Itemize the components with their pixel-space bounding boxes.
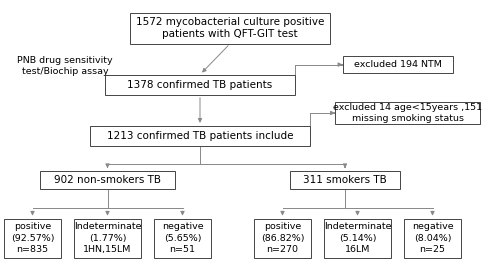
FancyBboxPatch shape: [404, 218, 461, 258]
FancyBboxPatch shape: [154, 218, 211, 258]
FancyBboxPatch shape: [130, 13, 330, 44]
Text: 1213 confirmed TB patients include: 1213 confirmed TB patients include: [107, 131, 293, 141]
Text: 902 non-smokers TB: 902 non-smokers TB: [54, 175, 161, 185]
Text: positive
(92.57%)
n=835: positive (92.57%) n=835: [11, 222, 54, 254]
Text: negative
(8.04%)
n=25: negative (8.04%) n=25: [412, 222, 454, 254]
Text: 1572 mycobacterial culture positive
patients with QFT-GIT test: 1572 mycobacterial culture positive pati…: [136, 17, 324, 40]
FancyBboxPatch shape: [342, 56, 452, 73]
Text: negative
(5.65%)
n=51: negative (5.65%) n=51: [162, 222, 203, 254]
Text: Indeterminate
(1.77%)
1HN,15LM: Indeterminate (1.77%) 1HN,15LM: [74, 222, 142, 254]
FancyBboxPatch shape: [324, 218, 391, 258]
FancyBboxPatch shape: [335, 102, 480, 124]
FancyBboxPatch shape: [105, 75, 295, 95]
Text: excluded 14 age<15years ,151
missing smoking status: excluded 14 age<15years ,151 missing smo…: [333, 103, 482, 123]
Text: positive
(86.82%)
n=270: positive (86.82%) n=270: [261, 222, 304, 254]
Text: excluded 194 NTM: excluded 194 NTM: [354, 60, 442, 69]
FancyBboxPatch shape: [90, 126, 310, 146]
FancyBboxPatch shape: [254, 218, 311, 258]
FancyBboxPatch shape: [40, 171, 175, 189]
Text: Indeterminate
(5.14%)
16LM: Indeterminate (5.14%) 16LM: [324, 222, 391, 254]
Text: 311 smokers TB: 311 smokers TB: [303, 175, 387, 185]
FancyBboxPatch shape: [290, 171, 400, 189]
FancyBboxPatch shape: [74, 218, 142, 258]
FancyBboxPatch shape: [4, 218, 61, 258]
Text: PNB drug sensitivity
test/Biochip assay: PNB drug sensitivity test/Biochip assay: [17, 56, 113, 76]
Text: 1378 confirmed TB patients: 1378 confirmed TB patients: [128, 80, 272, 90]
